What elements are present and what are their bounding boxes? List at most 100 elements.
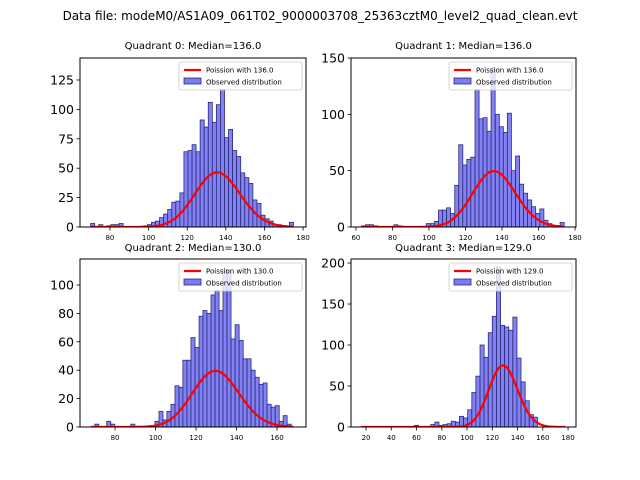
x-tick-label: 160 (532, 234, 545, 242)
subplot-quadrant-0: Quadrant 0: Median=136.0 80 100 120 140 160 1… (50, 41, 310, 242)
histogram-bar (214, 290, 220, 427)
y-tick-label: 0 (337, 420, 345, 435)
histogram-bar (167, 208, 173, 227)
legend-label-observed: Observed distribution (206, 79, 282, 87)
histogram-bar (238, 339, 244, 427)
histogram-bar (174, 385, 180, 427)
histogram-bar (458, 144, 464, 227)
legend-bar-swatch (453, 77, 472, 85)
legend-box (178, 262, 303, 292)
legend-bar-swatch (183, 278, 202, 286)
histogram-bar (94, 423, 100, 427)
histogram-bar (504, 326, 510, 427)
histogram-bar (510, 170, 516, 227)
y-tick-label: 0 (66, 220, 74, 235)
histogram-bar (171, 201, 177, 227)
histogram-bar (500, 324, 505, 427)
subplot-title: Quadrant 0: Median=136.0 (125, 41, 262, 52)
x-tick-label: 100 (142, 234, 155, 242)
legend-label-poisson: Poission with 130.0 (206, 268, 274, 276)
x-tick-label: 120 (189, 434, 202, 442)
axes-frame (350, 258, 577, 428)
axes-frame (79, 57, 307, 228)
histogram-bar (539, 208, 545, 227)
histogram-bar (254, 376, 260, 427)
histogram-bar (258, 383, 264, 427)
y-tick-label: 0 (337, 220, 345, 235)
histogram-bar (224, 137, 229, 227)
legend-box (178, 61, 303, 91)
y-tick-label: 75 (58, 131, 74, 146)
histogram-bar (210, 294, 216, 427)
histogram-bar (202, 310, 208, 427)
histogram-bar (466, 158, 472, 227)
x-tick-label: 120 (181, 234, 194, 242)
y-tick-label: 100 (50, 277, 74, 292)
axes-frame (79, 258, 307, 428)
x-tick-label: 120 (459, 234, 472, 242)
histogram-bar (183, 151, 189, 227)
legend-bar-swatch (183, 77, 202, 85)
y-tick-label: 150 (321, 297, 345, 312)
y-tick-label: 25 (58, 190, 74, 205)
x-tick-label: 80 (437, 434, 446, 442)
histogram-bar (250, 369, 256, 427)
histogram-bar (506, 112, 512, 227)
y-tick-label: 50 (329, 163, 345, 178)
histogram-bar (199, 119, 205, 227)
histogram-bar (282, 415, 288, 427)
y-tick-label: 50 (329, 379, 345, 394)
axes-frame (350, 57, 577, 228)
histogram-bar (215, 104, 221, 227)
x-tick-label: 180 (568, 234, 581, 242)
y-tick-label: 20 (58, 391, 74, 406)
y-tick-label: 0 (66, 420, 74, 435)
x-tick-label: 100 (149, 434, 162, 442)
plot-area (90, 89, 294, 227)
histogram-bar (190, 337, 196, 427)
histogram-bar (234, 324, 240, 427)
histogram-bar (226, 270, 232, 427)
x-tick-label: 120 (486, 434, 499, 442)
histogram-bar (222, 268, 228, 427)
histogram-bar (515, 155, 520, 227)
x-tick-label: 20 (362, 434, 371, 442)
subplot-title: Quadrant 3: Median=129.0 (395, 243, 532, 254)
poisson-curve (360, 364, 566, 427)
y-tick-label: 100 (321, 338, 345, 353)
histogram-bar (462, 164, 468, 227)
legend-bar-swatch (453, 278, 472, 286)
histogram-bar (191, 144, 197, 227)
x-tick-label: 80 (111, 434, 120, 442)
legend: Poission with 136.0 Observed distribution (178, 61, 303, 91)
y-tick-label: 50 (58, 161, 74, 176)
y-tick-label: 40 (58, 363, 74, 378)
histogram-bar (512, 316, 518, 427)
x-tick-label: 180 (561, 434, 574, 442)
x-tick-label: 160 (270, 434, 283, 442)
histogram-bar (218, 310, 224, 427)
legend: Poission with 136.0 Observed distribution (448, 61, 573, 91)
x-tick-label: 140 (230, 434, 243, 442)
subplot-title: Quadrant 2: Median=130.0 (125, 243, 262, 254)
x-tick-label: 80 (105, 234, 114, 242)
legend-label-poisson: Poission with 129.0 (476, 268, 544, 276)
histogram-bar (242, 358, 248, 427)
y-tick-label: 200 (321, 256, 345, 271)
x-tick-label: 140 (511, 434, 524, 442)
histogram-bar (474, 89, 480, 227)
histogram-bar (490, 67, 496, 227)
y-tick-label: 60 (58, 334, 74, 349)
histogram-bar (274, 405, 280, 427)
x-tick-label: 80 (388, 234, 397, 242)
y-tick-label: 150 (321, 51, 345, 66)
legend: Poission with 129.0 Observed distribution (448, 262, 573, 292)
legend-label-poisson: Poission with 136.0 (476, 67, 544, 75)
histogram-bar (220, 89, 225, 227)
histogram-bar (482, 117, 488, 227)
histogram-bar (288, 221, 294, 227)
histogram-bar (211, 121, 217, 227)
histogram-bar (206, 312, 212, 427)
y-tick-label: 80 (58, 306, 74, 321)
